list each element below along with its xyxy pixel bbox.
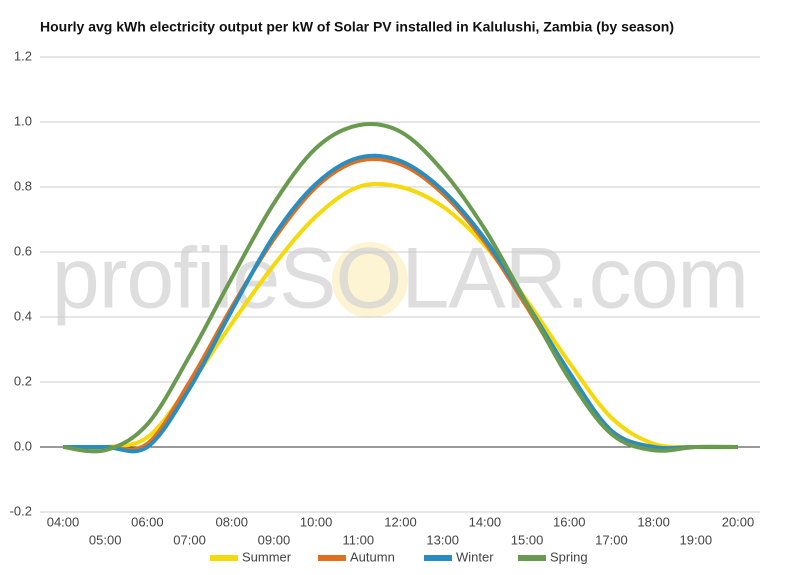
- legend-swatch: [210, 555, 238, 561]
- chart-title: Hourly avg kWh electricity output per kW…: [40, 19, 674, 35]
- legend-label: Summer: [242, 549, 292, 564]
- x-tick-label: 19:00: [680, 532, 713, 547]
- y-tick-label: 0.8: [14, 178, 32, 193]
- legend-label: Spring: [550, 549, 588, 564]
- watermark: profileSOLAR.com: [52, 231, 748, 327]
- x-tick-label: 15:00: [511, 532, 544, 547]
- x-tick-label: 05:00: [89, 532, 122, 547]
- x-tick-label: 14:00: [469, 514, 502, 529]
- y-tick-label: 0.6: [14, 243, 32, 258]
- y-tick-label: -0.2: [10, 503, 32, 518]
- x-tick-label: 17:00: [595, 532, 628, 547]
- legend-label: Autumn: [350, 549, 395, 564]
- watermark-sun: [332, 242, 408, 318]
- x-tick-label: 07:00: [173, 532, 206, 547]
- series-line: [62, 122, 739, 454]
- x-tick-label: 09:00: [258, 532, 291, 547]
- y-tick-label: 1.0: [14, 113, 32, 128]
- x-tick-label: 10:00: [300, 514, 333, 529]
- legend-item: Winter: [424, 549, 494, 564]
- legend-swatch: [424, 555, 452, 561]
- legend-item: Autumn: [318, 549, 395, 564]
- legend-item: Summer: [210, 549, 292, 564]
- x-tick-label: 13:00: [426, 532, 459, 547]
- y-tick-label: 0.2: [14, 373, 32, 388]
- x-tick-label: 18:00: [637, 514, 670, 529]
- x-tick-label: 08:00: [215, 514, 248, 529]
- y-tick-label: 0.4: [14, 308, 32, 323]
- x-tick-label: 12:00: [384, 514, 417, 529]
- series-line: [63, 153, 738, 454]
- x-tick-label: 04:00: [47, 514, 80, 529]
- legend-swatch: [518, 555, 546, 561]
- y-tick-label: 1.2: [14, 48, 32, 63]
- y-tick-label: 0.0: [14, 438, 32, 453]
- legend-label: Winter: [456, 549, 494, 564]
- x-tick-label: 20:00: [722, 514, 755, 529]
- legend-item: Spring: [518, 549, 588, 564]
- x-tick-label: 16:00: [553, 514, 586, 529]
- legend-swatch: [318, 555, 346, 561]
- x-tick-label: 06:00: [131, 514, 164, 529]
- x-tick-label: 11:00: [343, 532, 375, 547]
